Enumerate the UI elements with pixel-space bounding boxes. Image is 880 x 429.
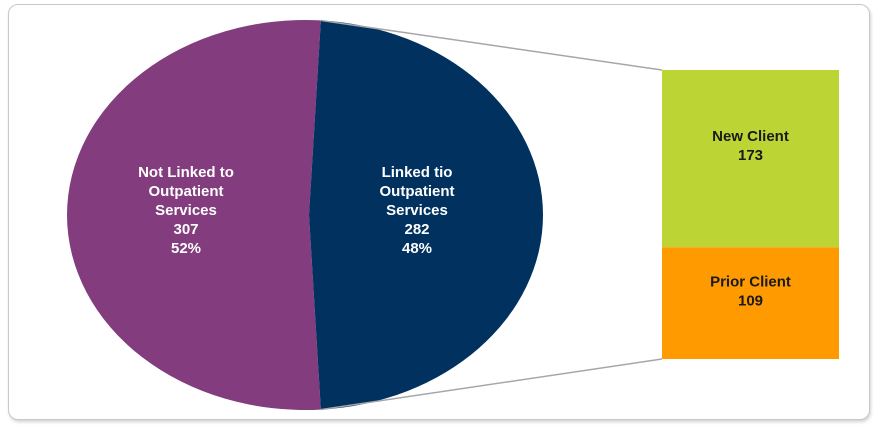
breakdown-bar xyxy=(662,70,839,359)
pie-slices xyxy=(67,20,543,410)
